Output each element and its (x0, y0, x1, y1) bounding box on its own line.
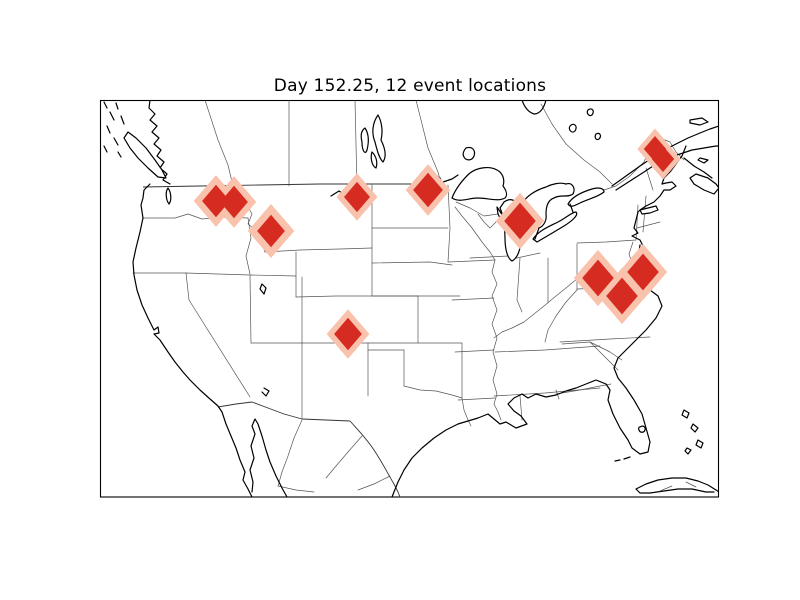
border-mn-ia (447, 259, 496, 263)
border-mex-chihuahua (325, 435, 363, 479)
border-on-qc (540, 103, 613, 185)
event-marker-lake-michigan (504, 202, 536, 240)
nova-scotia (689, 173, 719, 195)
plot-title: Day 152.25, 12 event locations (273, 76, 547, 96)
lake-mead (261, 387, 270, 397)
coast-british-columbia (148, 100, 171, 185)
border-ar-la (457, 397, 496, 401)
border-me-nh (645, 167, 654, 191)
coast-new-brunswick (683, 157, 713, 179)
event-marker-virginia-east (627, 253, 659, 291)
lake-erie (532, 211, 578, 243)
border-us-canada-49th (142, 183, 440, 188)
coast-atlantic-gulf (391, 145, 687, 497)
puget-sound (165, 187, 172, 205)
border-il-in (516, 257, 523, 313)
coast-gulf-of-california (249, 418, 288, 497)
border-ma-ct (636, 221, 661, 229)
bahamas (681, 409, 704, 455)
border-mn-wi (454, 206, 496, 261)
border-bc-ab (204, 100, 234, 187)
border-ga-fl (555, 383, 612, 395)
event-marker-maine-south (651, 146, 675, 172)
prince-edward-island (697, 157, 709, 164)
james-bay (521, 100, 547, 115)
border-nd-mn-red-river (447, 184, 451, 263)
great-salt-lake (259, 283, 267, 295)
long-island (639, 205, 659, 215)
border-wi-il (469, 255, 509, 259)
border-wv-va (544, 289, 578, 343)
border-rio-grande (349, 420, 401, 497)
border-ky-tn (494, 345, 601, 353)
border-mi-south (511, 252, 541, 260)
border-nv-ut (249, 274, 252, 344)
border-ca-nv (185, 272, 251, 398)
coast-islands-northwest (103, 101, 125, 158)
lake-ontario (567, 187, 605, 207)
vancouver-island (123, 131, 167, 179)
rainy-lake (442, 174, 459, 183)
border-ia-mo (451, 297, 495, 301)
map-state-borders (132, 100, 685, 497)
border-sd-ne (371, 261, 453, 266)
border-mo-ar (454, 349, 495, 353)
event-marker-southwest-colorado (334, 317, 362, 351)
border-sk-mb (354, 100, 358, 189)
border-mississippi-river (491, 259, 502, 421)
cuba (635, 477, 719, 494)
border-42nd-parallel (132, 272, 297, 277)
lake-superior (451, 167, 508, 201)
border-nc-sc (561, 341, 623, 361)
lake-winnipegosis (360, 127, 369, 154)
border-us-mexico (217, 401, 351, 422)
border-ohio-river (493, 267, 591, 339)
event-marker-virginia-carolina-south (606, 277, 638, 315)
border-red-river (403, 385, 463, 399)
border-ga-sc (589, 341, 619, 371)
border-mex-sonora-chihuahua (277, 419, 303, 487)
anticosti-island (689, 117, 709, 126)
lake-connectors (534, 203, 574, 240)
border-wi-mi (477, 213, 497, 229)
border-mex-south (277, 485, 315, 493)
border-mt-wy (264, 247, 373, 253)
lake-nipigon (462, 146, 476, 161)
florida-keys (614, 456, 631, 462)
event-marker-idaho-montana-border-west (202, 184, 230, 218)
border-or-id (245, 217, 252, 275)
event-marker-southwest-montana (257, 214, 285, 248)
event-marker-north-dakota (344, 181, 370, 213)
event-marker-idaho-montana-border-east (220, 185, 248, 219)
border-va-nc (559, 336, 651, 343)
event-marker-virginia-west (582, 259, 614, 297)
event-core-layer (202, 136, 675, 351)
cuba-provinces (659, 481, 697, 492)
border-pa-ny (576, 239, 637, 244)
lake-okeechobee (637, 425, 646, 433)
lake-winnipeg (372, 114, 386, 163)
border-tx-east (461, 342, 472, 427)
lake-manitoba (370, 151, 378, 169)
coast-pacific (132, 183, 253, 497)
event-marker-northern-minnesota (413, 172, 443, 208)
quebec-lakes (568, 108, 602, 141)
border-mex-coahuila (357, 475, 391, 491)
